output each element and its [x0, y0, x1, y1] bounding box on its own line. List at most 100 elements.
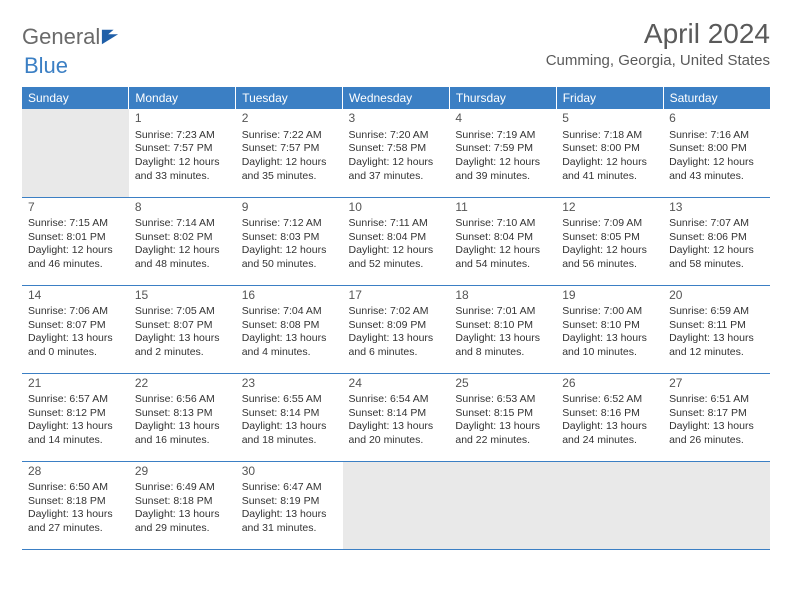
- col-saturday: Saturday: [663, 87, 770, 109]
- day-cell: [449, 461, 556, 549]
- logo-flag-icon: [101, 28, 119, 46]
- daylight-text: and 4 minutes.: [242, 346, 337, 360]
- daylight-text: and 29 minutes.: [135, 522, 230, 536]
- sunset-text: Sunset: 8:17 PM: [669, 407, 764, 421]
- daylight-text: Daylight: 13 hours: [242, 332, 337, 346]
- sunrise-text: Sunrise: 7:09 AM: [562, 217, 657, 231]
- sunrise-text: Sunrise: 7:19 AM: [455, 129, 550, 143]
- day-cell: 7Sunrise: 7:15 AMSunset: 8:01 PMDaylight…: [22, 197, 129, 285]
- week-row: 1Sunrise: 7:23 AMSunset: 7:57 PMDaylight…: [22, 109, 770, 197]
- sunset-text: Sunset: 7:59 PM: [455, 142, 550, 156]
- day-number: 27: [669, 376, 764, 392]
- daylight-text: and 14 minutes.: [28, 434, 123, 448]
- day-cell: 24Sunrise: 6:54 AMSunset: 8:14 PMDayligh…: [343, 373, 450, 461]
- day-number: 18: [455, 288, 550, 304]
- sunrise-text: Sunrise: 7:02 AM: [349, 305, 444, 319]
- sunset-text: Sunset: 8:05 PM: [562, 231, 657, 245]
- sunrise-text: Sunrise: 7:18 AM: [562, 129, 657, 143]
- sunset-text: Sunset: 8:03 PM: [242, 231, 337, 245]
- daylight-text: and 20 minutes.: [349, 434, 444, 448]
- day-number: 21: [28, 376, 123, 392]
- day-cell: 28Sunrise: 6:50 AMSunset: 8:18 PMDayligh…: [22, 461, 129, 549]
- daylight-text: Daylight: 13 hours: [455, 332, 550, 346]
- day-cell: 3Sunrise: 7:20 AMSunset: 7:58 PMDaylight…: [343, 109, 450, 197]
- daylight-text: Daylight: 12 hours: [28, 244, 123, 258]
- daylight-text: and 41 minutes.: [562, 170, 657, 184]
- sunset-text: Sunset: 8:02 PM: [135, 231, 230, 245]
- sunset-text: Sunset: 8:07 PM: [135, 319, 230, 333]
- sunset-text: Sunset: 7:57 PM: [242, 142, 337, 156]
- daylight-text: and 50 minutes.: [242, 258, 337, 272]
- day-cell: 18Sunrise: 7:01 AMSunset: 8:10 PMDayligh…: [449, 285, 556, 373]
- sunset-text: Sunset: 8:18 PM: [28, 495, 123, 509]
- sunrise-text: Sunrise: 7:15 AM: [28, 217, 123, 231]
- day-cell: 30Sunrise: 6:47 AMSunset: 8:19 PMDayligh…: [236, 461, 343, 549]
- daylight-text: and 39 minutes.: [455, 170, 550, 184]
- daylight-text: Daylight: 12 hours: [135, 156, 230, 170]
- daylight-text: Daylight: 13 hours: [28, 332, 123, 346]
- location-text: Cumming, Georgia, United States: [546, 52, 770, 69]
- sunset-text: Sunset: 7:58 PM: [349, 142, 444, 156]
- col-monday: Monday: [129, 87, 236, 109]
- sunrise-text: Sunrise: 6:55 AM: [242, 393, 337, 407]
- day-cell: 27Sunrise: 6:51 AMSunset: 8:17 PMDayligh…: [663, 373, 770, 461]
- day-number: 8: [135, 200, 230, 216]
- daylight-text: and 54 minutes.: [455, 258, 550, 272]
- sunrise-text: Sunrise: 6:57 AM: [28, 393, 123, 407]
- daylight-text: Daylight: 12 hours: [349, 244, 444, 258]
- day-cell: 1Sunrise: 7:23 AMSunset: 7:57 PMDaylight…: [129, 109, 236, 197]
- sunrise-text: Sunrise: 7:10 AM: [455, 217, 550, 231]
- sunrise-text: Sunrise: 7:05 AM: [135, 305, 230, 319]
- week-row: 7Sunrise: 7:15 AMSunset: 8:01 PMDaylight…: [22, 197, 770, 285]
- day-cell: 2Sunrise: 7:22 AMSunset: 7:57 PMDaylight…: [236, 109, 343, 197]
- daylight-text: and 31 minutes.: [242, 522, 337, 536]
- daylight-text: Daylight: 13 hours: [669, 420, 764, 434]
- day-number: 13: [669, 200, 764, 216]
- sunrise-text: Sunrise: 6:59 AM: [669, 305, 764, 319]
- sunset-text: Sunset: 8:15 PM: [455, 407, 550, 421]
- daylight-text: and 35 minutes.: [242, 170, 337, 184]
- sunset-text: Sunset: 8:07 PM: [28, 319, 123, 333]
- sunset-text: Sunset: 8:13 PM: [135, 407, 230, 421]
- day-number: 20: [669, 288, 764, 304]
- day-cell: 5Sunrise: 7:18 AMSunset: 8:00 PMDaylight…: [556, 109, 663, 197]
- day-number: 9: [242, 200, 337, 216]
- sunrise-text: Sunrise: 7:00 AM: [562, 305, 657, 319]
- sunrise-text: Sunrise: 6:56 AM: [135, 393, 230, 407]
- col-friday: Friday: [556, 87, 663, 109]
- sunrise-text: Sunrise: 6:50 AM: [28, 481, 123, 495]
- sunset-text: Sunset: 8:11 PM: [669, 319, 764, 333]
- daylight-text: and 48 minutes.: [135, 258, 230, 272]
- daylight-text: and 27 minutes.: [28, 522, 123, 536]
- day-number: 30: [242, 464, 337, 480]
- sunset-text: Sunset: 8:00 PM: [562, 142, 657, 156]
- day-number: 24: [349, 376, 444, 392]
- day-number: 10: [349, 200, 444, 216]
- sunrise-text: Sunrise: 6:53 AM: [455, 393, 550, 407]
- daylight-text: and 24 minutes.: [562, 434, 657, 448]
- daylight-text: Daylight: 12 hours: [562, 244, 657, 258]
- daylight-text: Daylight: 13 hours: [455, 420, 550, 434]
- daylight-text: Daylight: 12 hours: [349, 156, 444, 170]
- sunrise-text: Sunrise: 7:01 AM: [455, 305, 550, 319]
- day-number: 4: [455, 111, 550, 127]
- sunset-text: Sunset: 8:10 PM: [455, 319, 550, 333]
- day-number: 19: [562, 288, 657, 304]
- sunset-text: Sunset: 8:16 PM: [562, 407, 657, 421]
- sunset-text: Sunset: 8:00 PM: [669, 142, 764, 156]
- daylight-text: and 0 minutes.: [28, 346, 123, 360]
- day-cell: 20Sunrise: 6:59 AMSunset: 8:11 PMDayligh…: [663, 285, 770, 373]
- daylight-text: Daylight: 12 hours: [455, 156, 550, 170]
- day-number: 1: [135, 111, 230, 127]
- day-number: 7: [28, 200, 123, 216]
- day-cell: 12Sunrise: 7:09 AMSunset: 8:05 PMDayligh…: [556, 197, 663, 285]
- daylight-text: and 52 minutes.: [349, 258, 444, 272]
- week-row: 21Sunrise: 6:57 AMSunset: 8:12 PMDayligh…: [22, 373, 770, 461]
- day-cell: 25Sunrise: 6:53 AMSunset: 8:15 PMDayligh…: [449, 373, 556, 461]
- day-number: 17: [349, 288, 444, 304]
- sunset-text: Sunset: 8:08 PM: [242, 319, 337, 333]
- day-cell: 15Sunrise: 7:05 AMSunset: 8:07 PMDayligh…: [129, 285, 236, 373]
- col-thursday: Thursday: [449, 87, 556, 109]
- day-cell: 29Sunrise: 6:49 AMSunset: 8:18 PMDayligh…: [129, 461, 236, 549]
- daylight-text: and 37 minutes.: [349, 170, 444, 184]
